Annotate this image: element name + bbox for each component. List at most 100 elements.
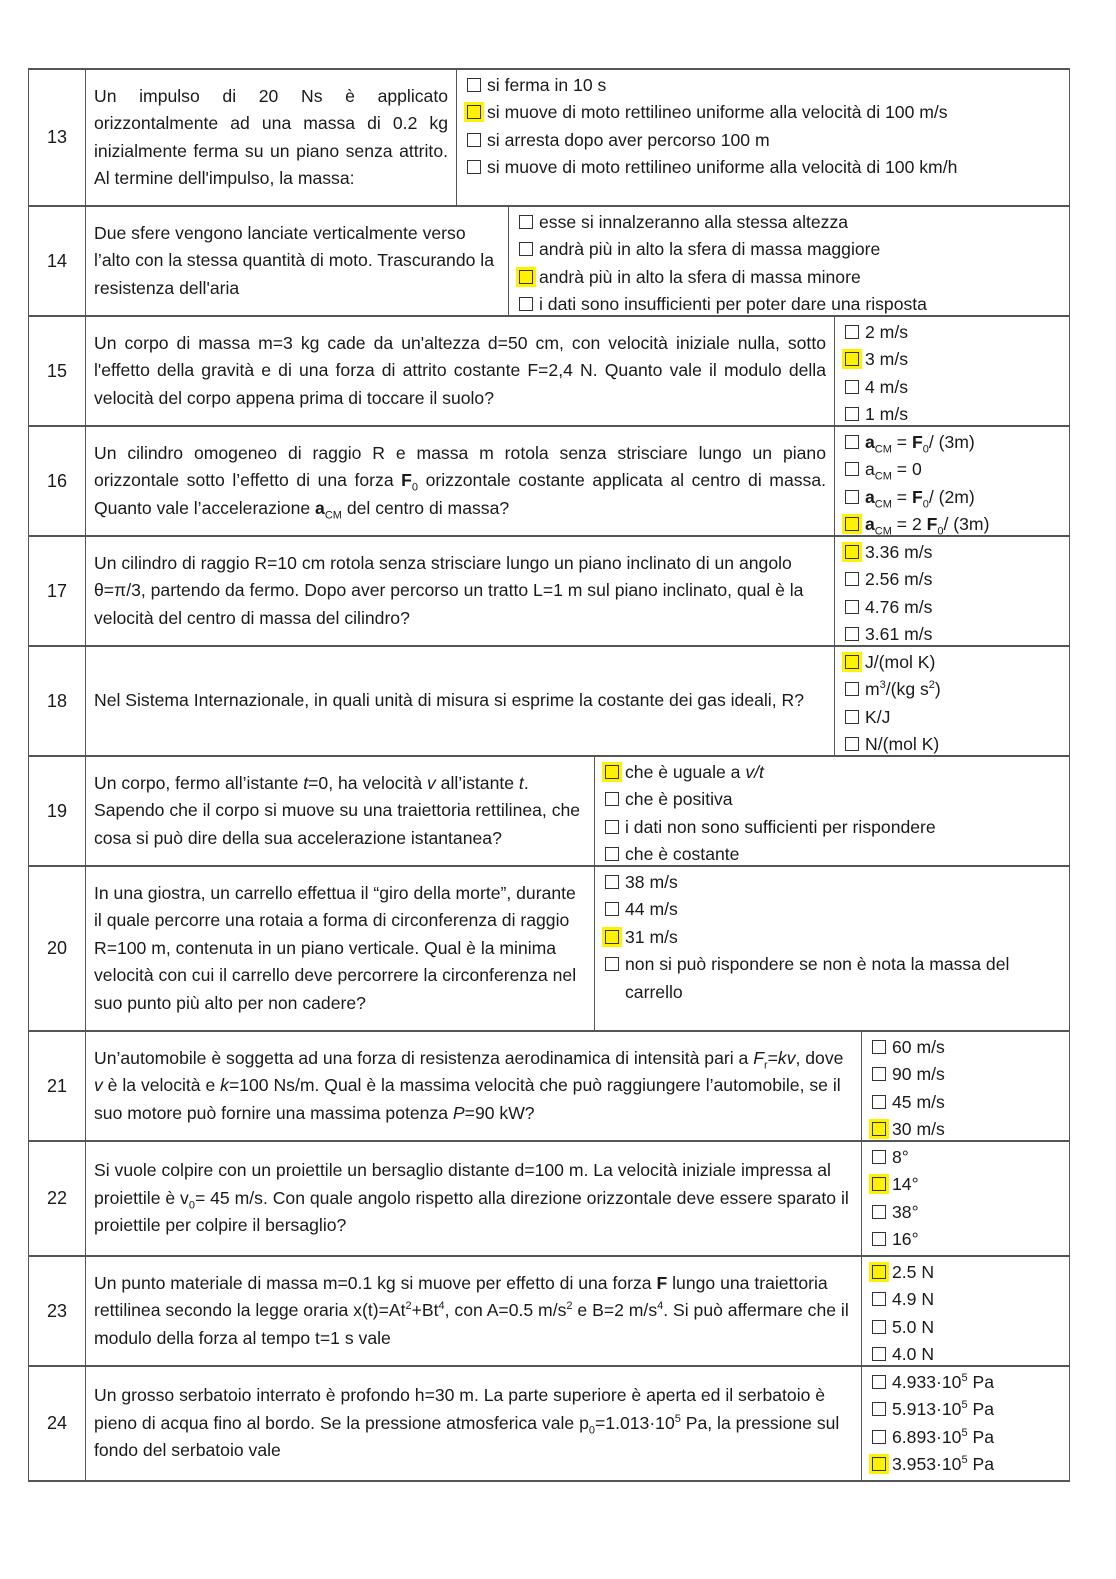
checkbox-highlighted-icon[interactable] <box>872 1177 886 1192</box>
answer-option[interactable]: 90 m/s <box>872 1061 1061 1088</box>
answer-option[interactable]: K/J <box>845 704 1061 731</box>
answer-option[interactable]: si ferma in 10 s <box>467 72 1061 99</box>
checkbox-icon[interactable] <box>467 132 481 147</box>
answer-option[interactable]: 2.5 N <box>872 1259 1061 1286</box>
checkbox-highlighted-icon[interactable] <box>605 765 619 779</box>
checkbox-icon[interactable] <box>872 1204 886 1219</box>
checkbox-icon[interactable] <box>845 737 859 752</box>
answer-option[interactable]: 3.61 m/s <box>845 621 1061 648</box>
checkbox-icon[interactable] <box>845 325 859 339</box>
answer-option[interactable]: 2 m/s <box>845 319 1061 346</box>
checkbox-icon[interactable] <box>467 160 481 175</box>
checkbox-icon[interactable] <box>605 792 619 807</box>
answer-option[interactable]: 1 m/s <box>845 401 1061 428</box>
answer-option[interactable]: 30 m/s <box>872 1116 1061 1143</box>
answer-option[interactable]: 3 m/s <box>845 346 1061 373</box>
checkbox-icon[interactable] <box>872 1292 886 1307</box>
checkbox-icon[interactable] <box>845 627 859 642</box>
answer-option[interactable]: 4.9 N <box>872 1286 1061 1313</box>
answer-option[interactable]: 2.56 m/s <box>845 566 1061 593</box>
checkbox-icon[interactable] <box>605 875 619 889</box>
checkbox-icon[interactable] <box>872 1375 886 1389</box>
answer-option[interactable]: che è costante <box>605 841 1061 868</box>
answer-option[interactable]: 4.0 N <box>872 1341 1061 1368</box>
checkbox-icon[interactable] <box>872 1040 886 1054</box>
answer-option[interactable]: esse si innalzeranno alla stessa altezza <box>519 209 1061 236</box>
checkbox-icon[interactable] <box>519 215 533 229</box>
answer-option[interactable]: 4.76 m/s <box>845 594 1061 621</box>
checkbox-highlighted-icon[interactable] <box>845 352 859 367</box>
checkbox-icon[interactable] <box>872 1402 886 1417</box>
answer-option[interactable]: 4 m/s <box>845 374 1061 401</box>
answer-option[interactable]: 14° <box>872 1171 1061 1198</box>
option-label: si arresta dopo aver percorso 100 m <box>487 127 770 154</box>
option-label: che è costante <box>625 841 739 868</box>
answer-option[interactable]: non si può rispondere se non è nota la m… <box>605 951 1061 1006</box>
answer-option[interactable]: 5.913·105 Pa <box>872 1396 1061 1423</box>
checkbox-icon[interactable] <box>845 599 859 614</box>
checkbox-icon[interactable] <box>845 435 859 449</box>
answer-option[interactable]: 3.953·105 Pa <box>872 1451 1061 1478</box>
answer-option[interactable]: si muove di moto rettilineo uniforme all… <box>467 154 1061 181</box>
answer-option[interactable]: 5.0 N <box>872 1314 1061 1341</box>
answer-option[interactable]: che è uguale a v/t <box>605 759 1061 786</box>
checkbox-highlighted-icon[interactable] <box>872 1457 886 1472</box>
checkbox-icon[interactable] <box>872 1232 886 1247</box>
answer-option[interactable]: 60 m/s <box>872 1034 1061 1061</box>
checkbox-highlighted-icon[interactable] <box>519 269 533 284</box>
checkbox-icon[interactable] <box>845 379 859 394</box>
checkbox-icon[interactable] <box>605 902 619 917</box>
checkbox-icon[interactable] <box>845 407 859 422</box>
answer-option[interactable]: 38 m/s <box>605 869 1061 896</box>
answer-option[interactable]: 16° <box>872 1226 1061 1253</box>
checkbox-highlighted-icon[interactable] <box>845 545 859 559</box>
answer-option[interactable]: 6.893·105 Pa <box>872 1424 1061 1451</box>
answer-option[interactable]: che è positiva <box>605 786 1061 813</box>
checkbox-icon[interactable] <box>872 1094 886 1109</box>
checkbox-highlighted-icon[interactable] <box>845 517 859 532</box>
answer-option[interactable]: 3.36 m/s <box>845 539 1061 566</box>
checkbox-icon[interactable] <box>872 1067 886 1082</box>
answer-option[interactable]: aCM = 0 <box>845 456 1061 483</box>
answer-option[interactable]: aCM = 2 F0/ (3m) <box>845 511 1061 538</box>
answer-option[interactable]: andrà più in alto la sfera di massa magg… <box>519 236 1061 263</box>
answer-option[interactable]: aCM = F0/ (3m) <box>845 429 1061 456</box>
answer-option[interactable]: 45 m/s <box>872 1089 1061 1116</box>
checkbox-icon[interactable] <box>845 489 859 504</box>
checkbox-icon[interactable] <box>845 462 859 477</box>
checkbox-highlighted-icon[interactable] <box>872 1265 886 1279</box>
answer-option[interactable]: i dati sono insufficienti per poter dare… <box>519 291 1061 318</box>
answer-option[interactable]: N/(mol K) <box>845 731 1061 758</box>
checkbox-icon[interactable] <box>872 1150 886 1164</box>
answer-option[interactable]: si arresta dopo aver percorso 100 m <box>467 127 1061 154</box>
answer-option[interactable]: aCM = F0/ (2m) <box>845 484 1061 511</box>
checkbox-highlighted-icon[interactable] <box>872 1122 886 1137</box>
answer-option[interactable]: 4.933·105 Pa <box>872 1369 1061 1396</box>
answer-option[interactable]: m3/(kg s2) <box>845 676 1061 703</box>
answer-option[interactable]: andrà più in alto la sfera di massa mino… <box>519 264 1061 291</box>
answer-option[interactable]: i dati non sono sufficienti per risponde… <box>605 814 1061 841</box>
text-segment: 3 <box>879 679 886 692</box>
checkbox-highlighted-icon[interactable] <box>845 655 859 669</box>
checkbox-icon[interactable] <box>845 682 859 697</box>
checkbox-icon[interactable] <box>519 242 533 257</box>
answer-option[interactable]: si muove di moto rettilineo uniforme all… <box>467 99 1061 126</box>
answer-option[interactable]: 31 m/s <box>605 924 1061 951</box>
answer-option[interactable]: 38° <box>872 1199 1061 1226</box>
checkbox-icon[interactable] <box>605 847 619 862</box>
checkbox-icon[interactable] <box>605 957 619 972</box>
answer-option[interactable]: J/(mol K) <box>845 649 1061 676</box>
checkbox-icon[interactable] <box>519 297 533 312</box>
checkbox-icon[interactable] <box>605 819 619 834</box>
checkbox-highlighted-icon[interactable] <box>467 105 481 120</box>
answer-option[interactable]: 44 m/s <box>605 896 1061 923</box>
answer-option[interactable]: 8° <box>872 1144 1061 1171</box>
checkbox-icon[interactable] <box>872 1319 886 1334</box>
checkbox-icon[interactable] <box>845 709 859 724</box>
option-label: si muove di moto rettilineo uniforme all… <box>487 99 948 126</box>
checkbox-highlighted-icon[interactable] <box>605 929 619 944</box>
checkbox-icon[interactable] <box>467 78 481 92</box>
checkbox-icon[interactable] <box>872 1347 886 1362</box>
checkbox-icon[interactable] <box>872 1429 886 1444</box>
checkbox-icon[interactable] <box>845 572 859 587</box>
